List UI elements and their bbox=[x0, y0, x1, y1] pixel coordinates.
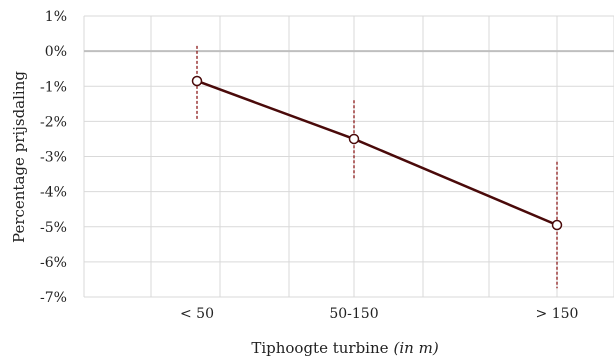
error-bars bbox=[196, 45, 558, 289]
y-tick-label: -1% bbox=[40, 79, 67, 95]
y-tick-label: -7% bbox=[40, 290, 67, 306]
x-tick-label: > 150 bbox=[536, 306, 579, 322]
x-tick-label: 50-150 bbox=[329, 306, 378, 322]
data-point bbox=[191, 75, 203, 87]
y-axis-title: Percentage prijsdaling bbox=[10, 71, 28, 243]
data-points bbox=[191, 75, 563, 231]
data-point bbox=[348, 133, 360, 145]
y-tick-label: -4% bbox=[40, 185, 67, 201]
y-axis: 1% 0% -1% -2% -3% -4% -5% -6% -7% bbox=[40, 9, 67, 306]
y-tick-label: -5% bbox=[40, 220, 67, 236]
y-tick-label: -3% bbox=[40, 150, 67, 166]
y-tick-label: -2% bbox=[40, 114, 67, 130]
y-tick-label: 1% bbox=[45, 9, 67, 25]
grid bbox=[83, 15, 614, 298]
x-axis-title-main: Tiphoogte turbine bbox=[251, 339, 388, 357]
y-tick-label: 0% bbox=[45, 44, 67, 60]
x-axis: < 50 50-150 > 150 bbox=[180, 306, 578, 322]
x-tick-label: < 50 bbox=[180, 306, 214, 322]
x-axis-title-unit: (in m) bbox=[394, 339, 439, 357]
data-point bbox=[551, 219, 563, 231]
series-polyline bbox=[196, 79, 558, 227]
y-tick-label: -6% bbox=[40, 255, 67, 271]
x-axis-title: Tiphoogte turbine (in m) bbox=[251, 339, 439, 357]
series-line bbox=[196, 79, 558, 227]
